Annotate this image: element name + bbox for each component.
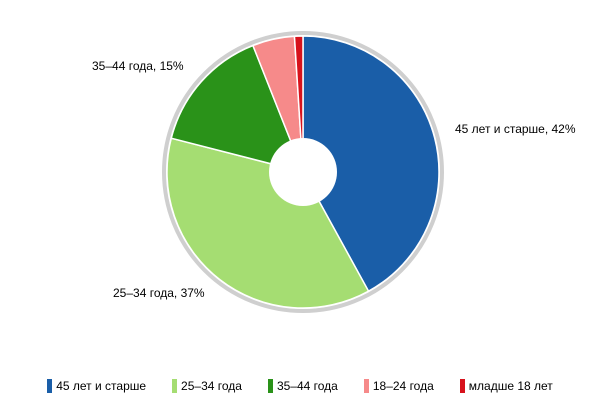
legend-label: 35–44 года: [276, 379, 338, 393]
pie-center-hole: [269, 138, 337, 206]
legend-label: 18–24 года: [372, 379, 434, 393]
legend-swatch: [363, 379, 369, 393]
legend-item-under-18[interactable]: младше 18 лет: [459, 379, 553, 393]
legend-item-45-plus[interactable]: 45 лет и старше: [47, 379, 146, 393]
legend-item-18-24[interactable]: 18–24 года: [363, 379, 434, 393]
legend-swatch: [47, 379, 53, 393]
pie-slice-35-44[interactable]: [170, 44, 305, 174]
pie-slice-45-plus[interactable]: [302, 35, 440, 293]
legend-item-35-44[interactable]: 35–44 года: [267, 379, 338, 393]
pie-slice-25-34[interactable]: [166, 137, 370, 309]
data-label-35-44: 35–44 года, 15%: [92, 59, 184, 73]
legend-item-25-34[interactable]: 25–34 года: [172, 379, 242, 393]
legend-label: младше 18 лет: [468, 379, 553, 393]
legend: 45 лет и старше 25–34 года 35–44 года 18…: [0, 377, 600, 395]
data-label-25-34: 25–34 года, 37%: [113, 286, 205, 300]
legend-label: 45 лет и старше: [56, 379, 147, 393]
pie-slice-under-18[interactable]: [293, 35, 304, 173]
data-label-45-plus: 45 лет и старше, 42%: [455, 122, 576, 136]
legend-swatch: [459, 379, 465, 393]
pie-slices: [166, 35, 440, 309]
legend-swatch: [267, 379, 273, 393]
legend-swatch: [172, 379, 178, 393]
legend-label: 25–34 года: [181, 379, 242, 393]
